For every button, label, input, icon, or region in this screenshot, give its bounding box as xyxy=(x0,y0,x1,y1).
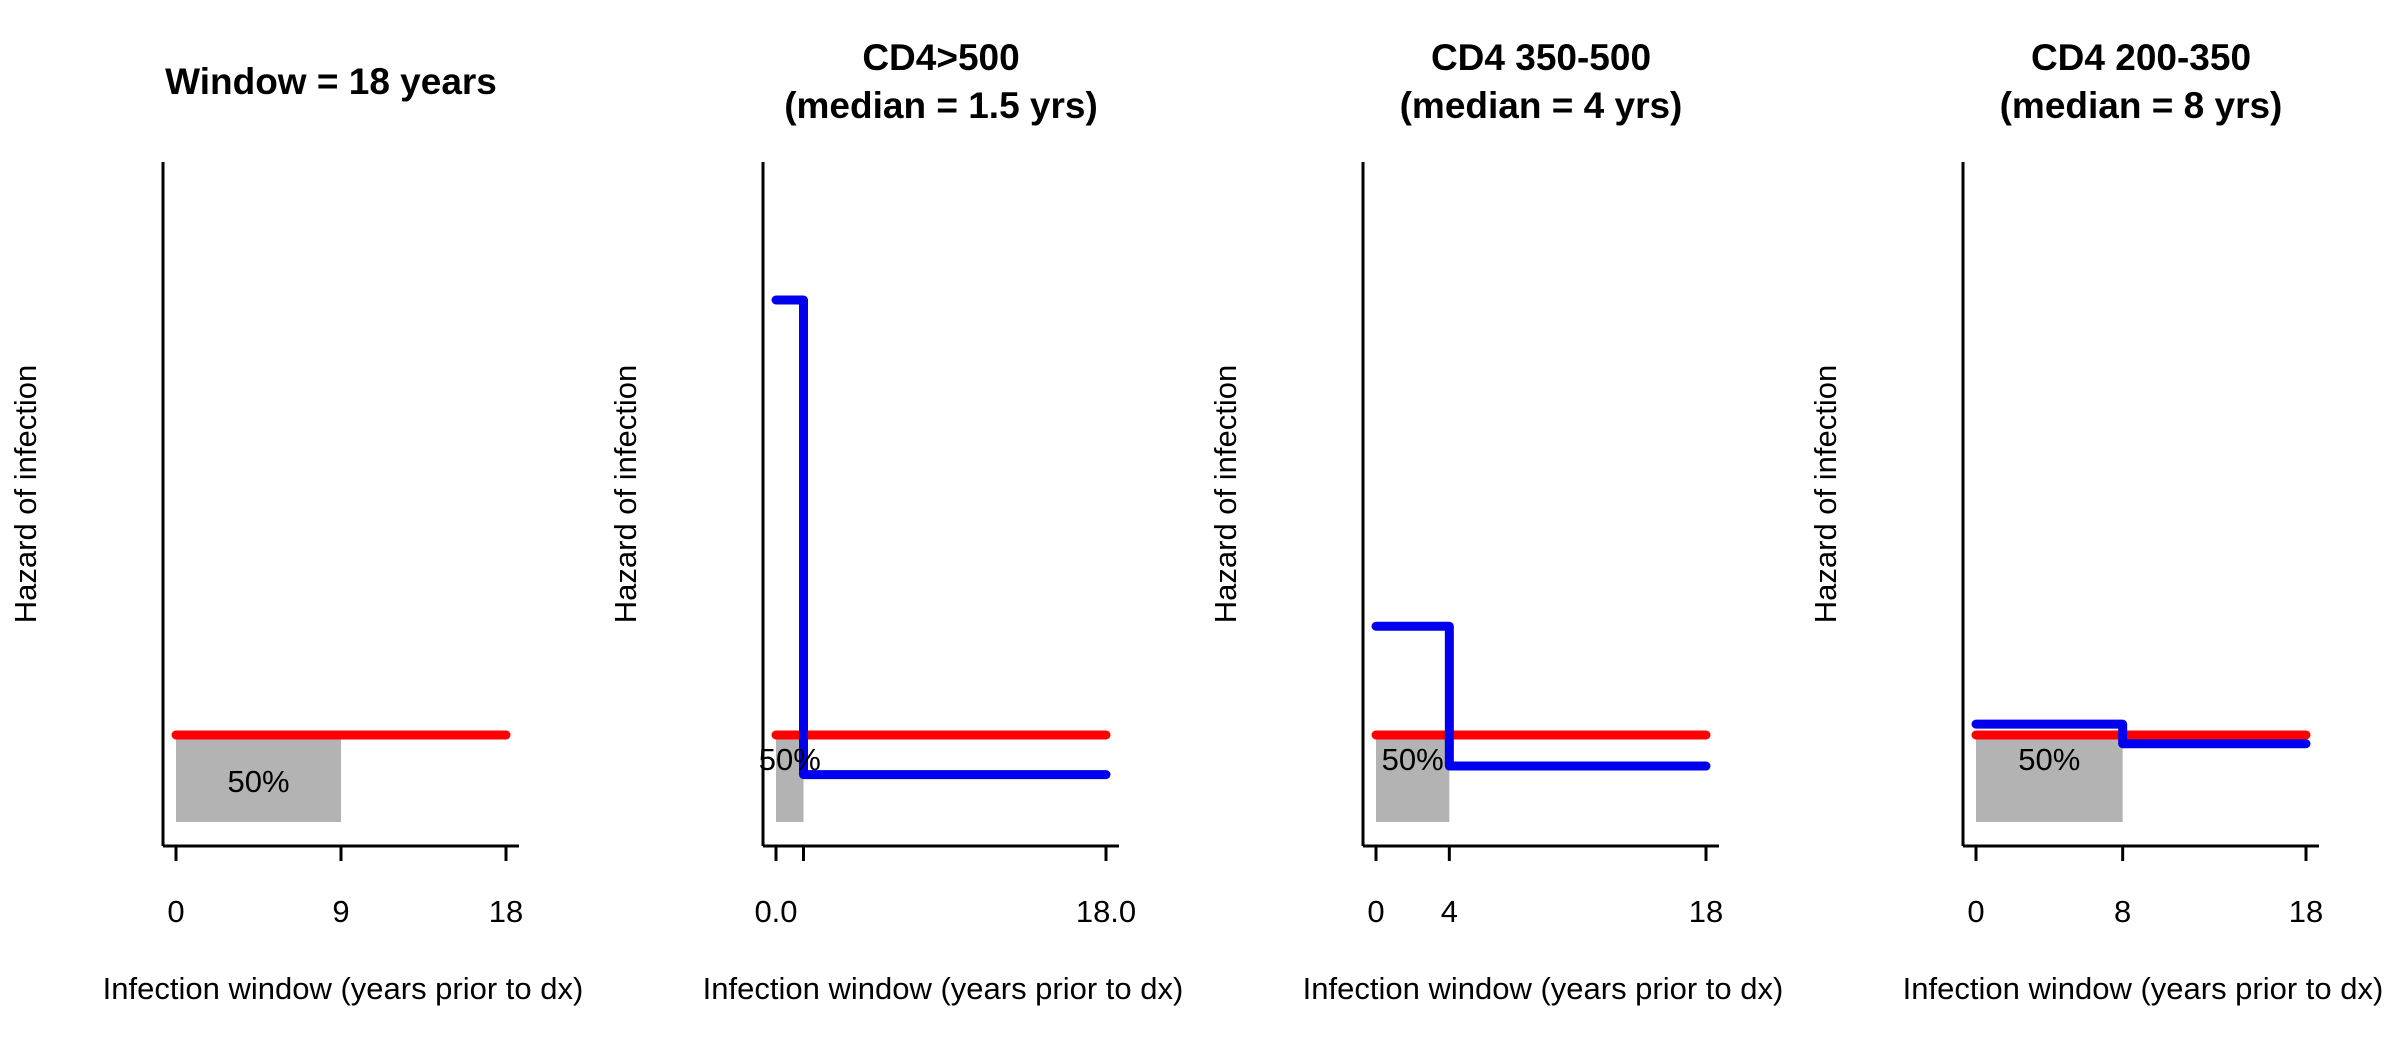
chart-panel-1: 50% 0 9 18 Infection window (years prior to … xyxy=(8,61,583,1006)
chart-title-line-1: CD4>500 xyxy=(862,37,1019,78)
x-tick-label: 9 xyxy=(332,894,349,929)
y-axis-label: Hazard of infection xyxy=(1208,365,1243,623)
x-tick-label: 18 xyxy=(1689,894,1723,929)
blue-hazard-line xyxy=(1371,621,1711,771)
x-axis-label: Infection window (years prior to dx) xyxy=(1303,971,1784,1006)
chart-panel-3: 50% 0 4 18 Infection window (years prior to … xyxy=(1208,37,1783,1006)
y-axis-label: Hazard of infection xyxy=(1808,365,1843,623)
shaded-region-label: 50% xyxy=(759,742,821,777)
x-tick-label: 18 xyxy=(2289,894,2323,929)
x-axis-label: Infection window (years prior to dx) xyxy=(1903,971,2384,1006)
x-tick-label: 18.0 xyxy=(1076,894,1136,929)
x-tick-label: 0 xyxy=(1367,894,1384,929)
x-tick-label: 0 xyxy=(1967,894,1984,929)
shaded-region xyxy=(1976,735,2123,822)
x-tick-label: 4 xyxy=(1441,894,1458,929)
shaded-region xyxy=(1376,735,1450,822)
blue-hazard-line xyxy=(771,295,1111,780)
chart-panel-4: 50% 0 8 18 Infection window (years prior to … xyxy=(1808,37,2383,1006)
chart-title-line-2: (median = 8 yrs) xyxy=(2000,85,2283,126)
chart-panel-2: 50% 0.0 18.0 Infection window (years prior … xyxy=(608,37,1183,1006)
shaded-region xyxy=(176,735,341,822)
shaded-region-label: 50% xyxy=(1382,742,1444,777)
chart-title-line-2: (median = 1.5 yrs) xyxy=(784,85,1098,126)
x-axis-label: Infection window (years prior to dx) xyxy=(703,971,1184,1006)
blue-hazard-line xyxy=(1971,719,2311,749)
shaded-region-label: 50% xyxy=(227,764,289,799)
chart-title-line-1: CD4 200-350 xyxy=(2031,37,2251,78)
x-tick-label: 0 xyxy=(167,894,184,929)
chart-title: Window = 18 years xyxy=(165,61,497,102)
chart-title-line-2: (median = 4 yrs) xyxy=(1400,85,1683,126)
y-axis-label: Hazard of infection xyxy=(608,365,643,623)
x-tick-label: 18 xyxy=(489,894,523,929)
shaded-region-label: 50% xyxy=(2018,742,2080,777)
shaded-region xyxy=(776,735,804,822)
x-tick-label: 0.0 xyxy=(754,894,797,929)
x-tick-label: 8 xyxy=(2114,894,2131,929)
x-axis-label: Infection window (years prior to dx) xyxy=(103,971,584,1006)
y-axis-label: Hazard of infection xyxy=(8,365,43,623)
chart-title-line-1: CD4 350-500 xyxy=(1431,37,1651,78)
